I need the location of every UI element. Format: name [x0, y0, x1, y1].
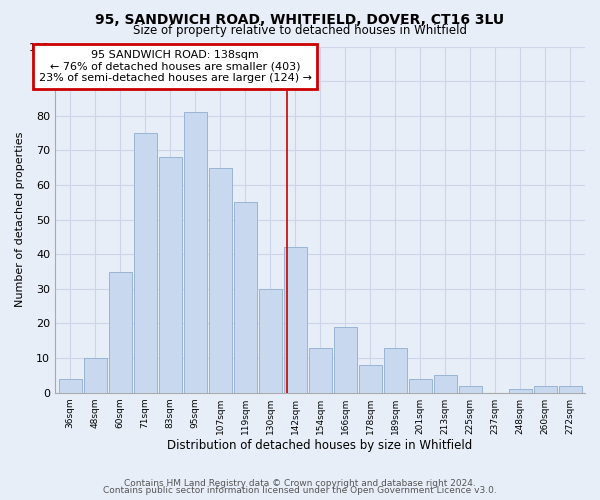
Text: 95, SANDWICH ROAD, WHITFIELD, DOVER, CT16 3LU: 95, SANDWICH ROAD, WHITFIELD, DOVER, CT1…	[95, 12, 505, 26]
Text: Size of property relative to detached houses in Whitfield: Size of property relative to detached ho…	[133, 24, 467, 37]
Bar	[134, 133, 157, 392]
Bar	[334, 327, 356, 392]
Text: 95 SANDWICH ROAD: 138sqm
← 76% of detached houses are smaller (403)
23% of semi-: 95 SANDWICH ROAD: 138sqm ← 76% of detach…	[38, 50, 311, 83]
Text: Contains public sector information licensed under the Open Government Licence v3: Contains public sector information licen…	[103, 486, 497, 495]
Bar	[109, 272, 131, 392]
Bar	[259, 289, 281, 393]
Bar	[359, 365, 382, 392]
Bar	[308, 348, 332, 393]
Bar	[59, 379, 82, 392]
Bar	[233, 202, 257, 392]
Bar	[209, 168, 232, 392]
Bar	[284, 248, 307, 392]
Text: Contains HM Land Registry data © Crown copyright and database right 2024.: Contains HM Land Registry data © Crown c…	[124, 478, 476, 488]
Bar	[533, 386, 557, 392]
Bar	[509, 389, 532, 392]
Bar	[458, 386, 482, 392]
Bar	[383, 348, 407, 393]
Bar	[83, 358, 107, 392]
Bar	[184, 112, 206, 392]
Bar	[559, 386, 581, 392]
Bar	[434, 376, 457, 392]
X-axis label: Distribution of detached houses by size in Whitfield: Distribution of detached houses by size …	[167, 440, 473, 452]
Bar	[158, 158, 182, 392]
Y-axis label: Number of detached properties: Number of detached properties	[15, 132, 25, 308]
Bar	[409, 379, 431, 392]
